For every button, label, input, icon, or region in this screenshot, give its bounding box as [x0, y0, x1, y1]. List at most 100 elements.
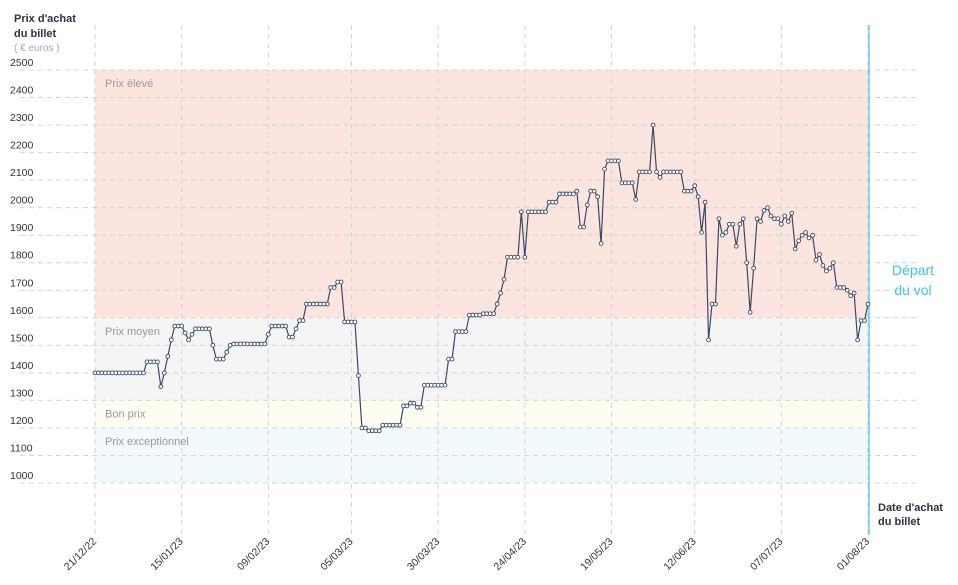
x-axis-label: du billet — [878, 516, 921, 528]
y-tick-label: 2400 — [10, 85, 34, 97]
price-point — [283, 323, 289, 329]
price-zone — [95, 400, 868, 428]
price-point — [161, 370, 167, 376]
price-point — [744, 260, 750, 266]
price-point — [376, 428, 382, 434]
price-point — [411, 400, 417, 406]
price-point — [716, 216, 722, 222]
price-point — [692, 183, 698, 188]
price-point — [404, 403, 410, 409]
y-tick-label: 1900 — [10, 222, 34, 234]
price-point — [363, 425, 368, 431]
price-point — [761, 208, 767, 213]
price-point — [463, 329, 469, 334]
price-point — [494, 301, 500, 307]
price-point — [331, 285, 337, 290]
price-point — [751, 265, 756, 271]
price-point — [650, 122, 656, 128]
price-point — [356, 373, 361, 378]
annotation: du vol — [894, 282, 931, 298]
y-tick-label: 1300 — [10, 387, 34, 399]
price-point — [182, 330, 188, 336]
y-axis-label: Prix d'achat — [14, 13, 76, 25]
price-point — [702, 199, 708, 205]
price-point — [851, 290, 857, 296]
y-tick-label: 2000 — [10, 195, 34, 207]
y-tick-label: 1700 — [10, 277, 34, 289]
x-tick-label: 05/03/23 — [318, 536, 355, 573]
price-point — [584, 202, 590, 208]
price-point — [418, 404, 424, 410]
y-tick-label: 2200 — [10, 140, 34, 152]
price-point — [688, 188, 694, 194]
price-point — [207, 326, 212, 332]
price-point — [789, 210, 795, 216]
price-point — [865, 301, 871, 307]
x-tick-label: 07/07/23 — [748, 536, 785, 573]
x-tick-label: 24/04/23 — [492, 536, 529, 573]
price-point — [848, 293, 854, 299]
price-point — [747, 309, 753, 315]
price-point — [654, 169, 659, 175]
price-point — [324, 301, 330, 307]
price-point — [827, 265, 833, 271]
price-point — [806, 235, 812, 241]
y-tick-label: 1600 — [10, 305, 34, 317]
price-point — [799, 232, 805, 238]
price-point — [820, 263, 826, 268]
price-point — [522, 254, 528, 260]
price-point — [581, 224, 587, 230]
price-point — [290, 334, 295, 340]
price-point — [210, 342, 216, 348]
price-point — [695, 194, 701, 200]
price-point — [633, 197, 639, 202]
price-point — [352, 319, 358, 325]
y-tick-label: 1400 — [10, 360, 34, 372]
x-tick-label: 12/06/23 — [661, 536, 698, 573]
y-axis-unit: ( € euros ) — [14, 43, 60, 54]
price-point — [785, 219, 791, 224]
price-point — [543, 209, 548, 215]
price-point — [591, 188, 597, 194]
price-point — [189, 331, 195, 337]
price-point — [768, 213, 774, 219]
zone-label: Prix exceptionnel — [105, 436, 189, 448]
price-point — [155, 359, 160, 365]
price-point — [765, 205, 770, 211]
price-point — [442, 382, 448, 388]
x-axis-label: Date d'achat — [878, 502, 943, 514]
price-point — [598, 241, 604, 246]
price-point — [220, 356, 226, 362]
price-point — [553, 199, 559, 205]
price-zone — [95, 70, 868, 318]
price-point — [830, 260, 836, 266]
price-point — [168, 337, 174, 343]
price-point — [224, 349, 230, 355]
y-tick-label: 1100 — [10, 442, 33, 454]
price-point — [754, 216, 760, 222]
zone-label: Prix moyen — [105, 326, 160, 338]
y-tick-label: 1000 — [10, 470, 34, 482]
price-point — [778, 221, 784, 227]
price-point — [678, 169, 684, 175]
price-point — [792, 246, 798, 252]
price-point — [616, 158, 621, 164]
price-point — [737, 221, 743, 227]
price-point — [706, 337, 711, 343]
x-tick-label: 09/02/23 — [235, 536, 272, 573]
y-tick-label: 2100 — [10, 167, 34, 179]
price-point — [158, 384, 164, 389]
price-point — [841, 285, 847, 290]
price-point — [498, 290, 503, 296]
price-point — [293, 326, 299, 332]
price-point — [813, 257, 819, 263]
price-point — [515, 254, 521, 260]
price-point — [265, 331, 271, 337]
price-point — [501, 276, 507, 282]
price-point — [824, 268, 829, 274]
price-point — [647, 169, 652, 175]
price-point — [179, 323, 185, 329]
x-tick-label: 19/05/23 — [578, 536, 615, 573]
price-point — [723, 230, 729, 235]
